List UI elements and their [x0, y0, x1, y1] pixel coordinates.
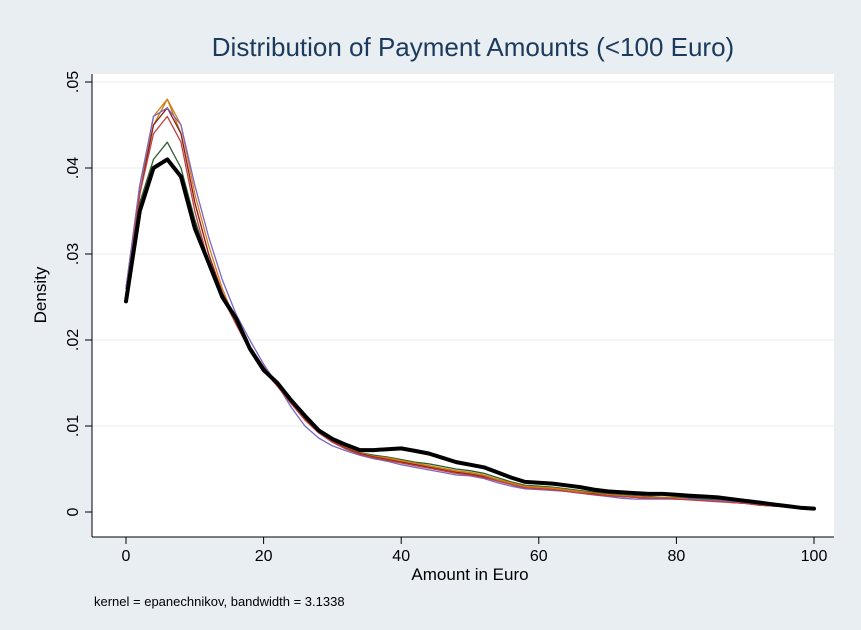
y-tick-label: .05: [65, 71, 82, 93]
plot-area: [92, 74, 834, 537]
y-tick-label: .04: [65, 157, 82, 179]
y-tick-label: .01: [65, 415, 82, 437]
series-line-6: [125, 107, 815, 510]
x-tick-label: 80: [668, 548, 686, 565]
kernel-note: kernel = epanechnikov, bandwidth = 3.133…: [94, 594, 345, 609]
x-tick-label: 100: [801, 548, 828, 565]
series-group: [124, 98, 816, 511]
x-axis-label: Amount in Euro: [411, 565, 528, 584]
chart-title: Distribution of Payment Amounts (<100 Eu…: [212, 32, 734, 62]
x-axis: 0 20 40 60 80 100: [92, 536, 834, 565]
x-tick-label: 60: [530, 548, 548, 565]
series-line-1: [124, 157, 816, 511]
x-tick-label: 0: [122, 548, 131, 565]
grid-lines: [92, 81, 834, 427]
y-axis: 0 .01 .02 .03 .04 .05: [65, 71, 93, 537]
x-tick-label: 40: [392, 548, 410, 565]
y-tick-label: .03: [65, 243, 82, 265]
y-tick-label: .02: [65, 329, 82, 351]
y-axis-label: Density: [31, 266, 50, 323]
y-tick-label: 0: [65, 507, 82, 516]
x-tick-label: 20: [255, 548, 273, 565]
